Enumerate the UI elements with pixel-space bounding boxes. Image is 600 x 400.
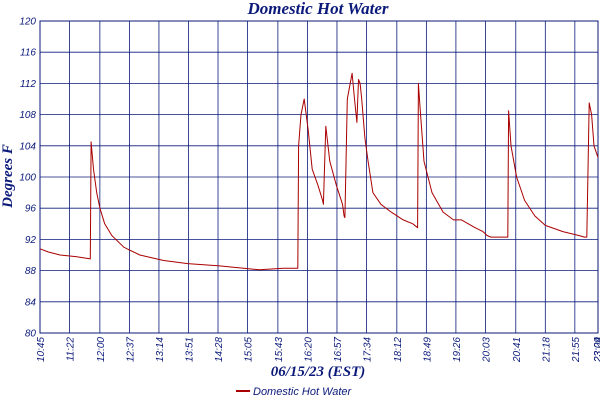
x-tick-label: 18:12 bbox=[393, 337, 404, 362]
y-tick-label: 120 bbox=[19, 17, 36, 28]
y-tick-label: 80 bbox=[25, 329, 37, 340]
x-tick-label: 14:28 bbox=[214, 337, 225, 362]
x-tick-label: 12:00 bbox=[96, 337, 107, 362]
x-tick-label: 23:24 bbox=[593, 337, 600, 363]
x-tick-label: 10:45 bbox=[36, 337, 47, 362]
grid bbox=[39, 20, 598, 334]
x-tick-label: 16:20 bbox=[303, 337, 314, 362]
x-tick-label: 20:41 bbox=[512, 337, 523, 363]
x-tick-label: 19:26 bbox=[452, 337, 463, 362]
x-tick-label: 18:49 bbox=[422, 337, 433, 362]
x-axis-ticks: 10:45 11:22 12:00 12:37 13:14 13:51 14:28 15:05… bbox=[36, 337, 600, 363]
x-tick-label: 13:14 bbox=[155, 337, 166, 362]
chart-title: Domestic Hot Water bbox=[246, 0, 388, 18]
y-tick-label: 84 bbox=[25, 297, 37, 308]
y-axis-label: Degrees F bbox=[0, 144, 16, 209]
y-tick-label: 96 bbox=[25, 204, 37, 215]
x-tick-label: 16:57 bbox=[333, 337, 344, 362]
x-tick-label: 23:09 bbox=[593, 337, 600, 363]
series-group bbox=[39, 72, 599, 271]
x-tick-label: 20:03 bbox=[481, 337, 492, 363]
y-tick-label: 92 bbox=[25, 235, 37, 246]
x-tick-label: 12:37 bbox=[125, 337, 136, 362]
legend-label: Domestic Hot Water bbox=[253, 386, 353, 398]
x-tick-label: 11:22 bbox=[66, 337, 77, 362]
plot-frame bbox=[39, 20, 599, 334]
series-line-domestic-hot-water bbox=[39, 72, 599, 271]
x-tick-label: 17:34 bbox=[362, 337, 373, 362]
x-tick-label: 13:51 bbox=[184, 337, 195, 362]
x-tick-label: 15:05 bbox=[244, 337, 255, 362]
y-tick-label: 116 bbox=[20, 48, 36, 59]
x-axis-label: 06/15/23 (EST) bbox=[271, 364, 366, 380]
y-tick-label: 108 bbox=[19, 110, 36, 121]
y-tick-label: 88 bbox=[25, 266, 37, 277]
x-tick-label: 21:18 bbox=[541, 337, 552, 363]
legend: Domestic Hot Water bbox=[236, 386, 353, 398]
y-tick-label: 112 bbox=[20, 79, 36, 90]
y-tick-label: 100 bbox=[19, 173, 36, 184]
y-axis-ticks: 80 84 88 92 96 100 104 108 112 116 120 bbox=[19, 17, 36, 340]
y-tick-label: 104 bbox=[19, 141, 36, 152]
x-tick-label: 21:55 bbox=[571, 337, 582, 363]
x-tick-label: 15:43 bbox=[274, 337, 285, 362]
